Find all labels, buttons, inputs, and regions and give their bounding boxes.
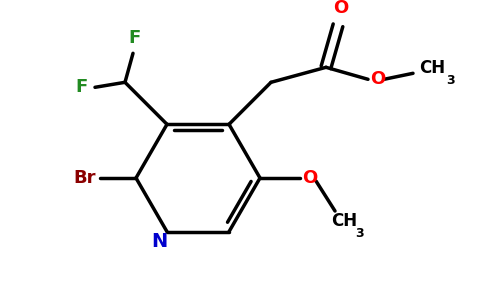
Text: O: O [302,169,317,187]
Text: F: F [76,78,88,96]
Text: N: N [151,232,167,251]
Text: CH: CH [419,59,445,77]
Text: Br: Br [74,169,96,187]
Text: 3: 3 [446,74,454,87]
Text: F: F [129,29,141,47]
Text: CH: CH [331,212,357,230]
Text: O: O [370,70,385,88]
Text: 3: 3 [355,227,363,240]
Text: O: O [333,0,348,17]
